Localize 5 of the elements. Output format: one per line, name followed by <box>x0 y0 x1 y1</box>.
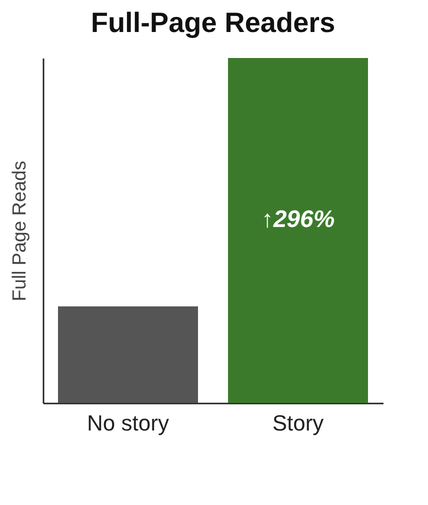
chart-title: Full-Page Readers <box>90 7 336 38</box>
x-tick-label: No story <box>87 410 169 436</box>
annotation: ↑296% <box>261 206 335 234</box>
y-axis-title: Full Page Reads <box>10 160 30 302</box>
x-tick-label: Story <box>272 410 324 436</box>
